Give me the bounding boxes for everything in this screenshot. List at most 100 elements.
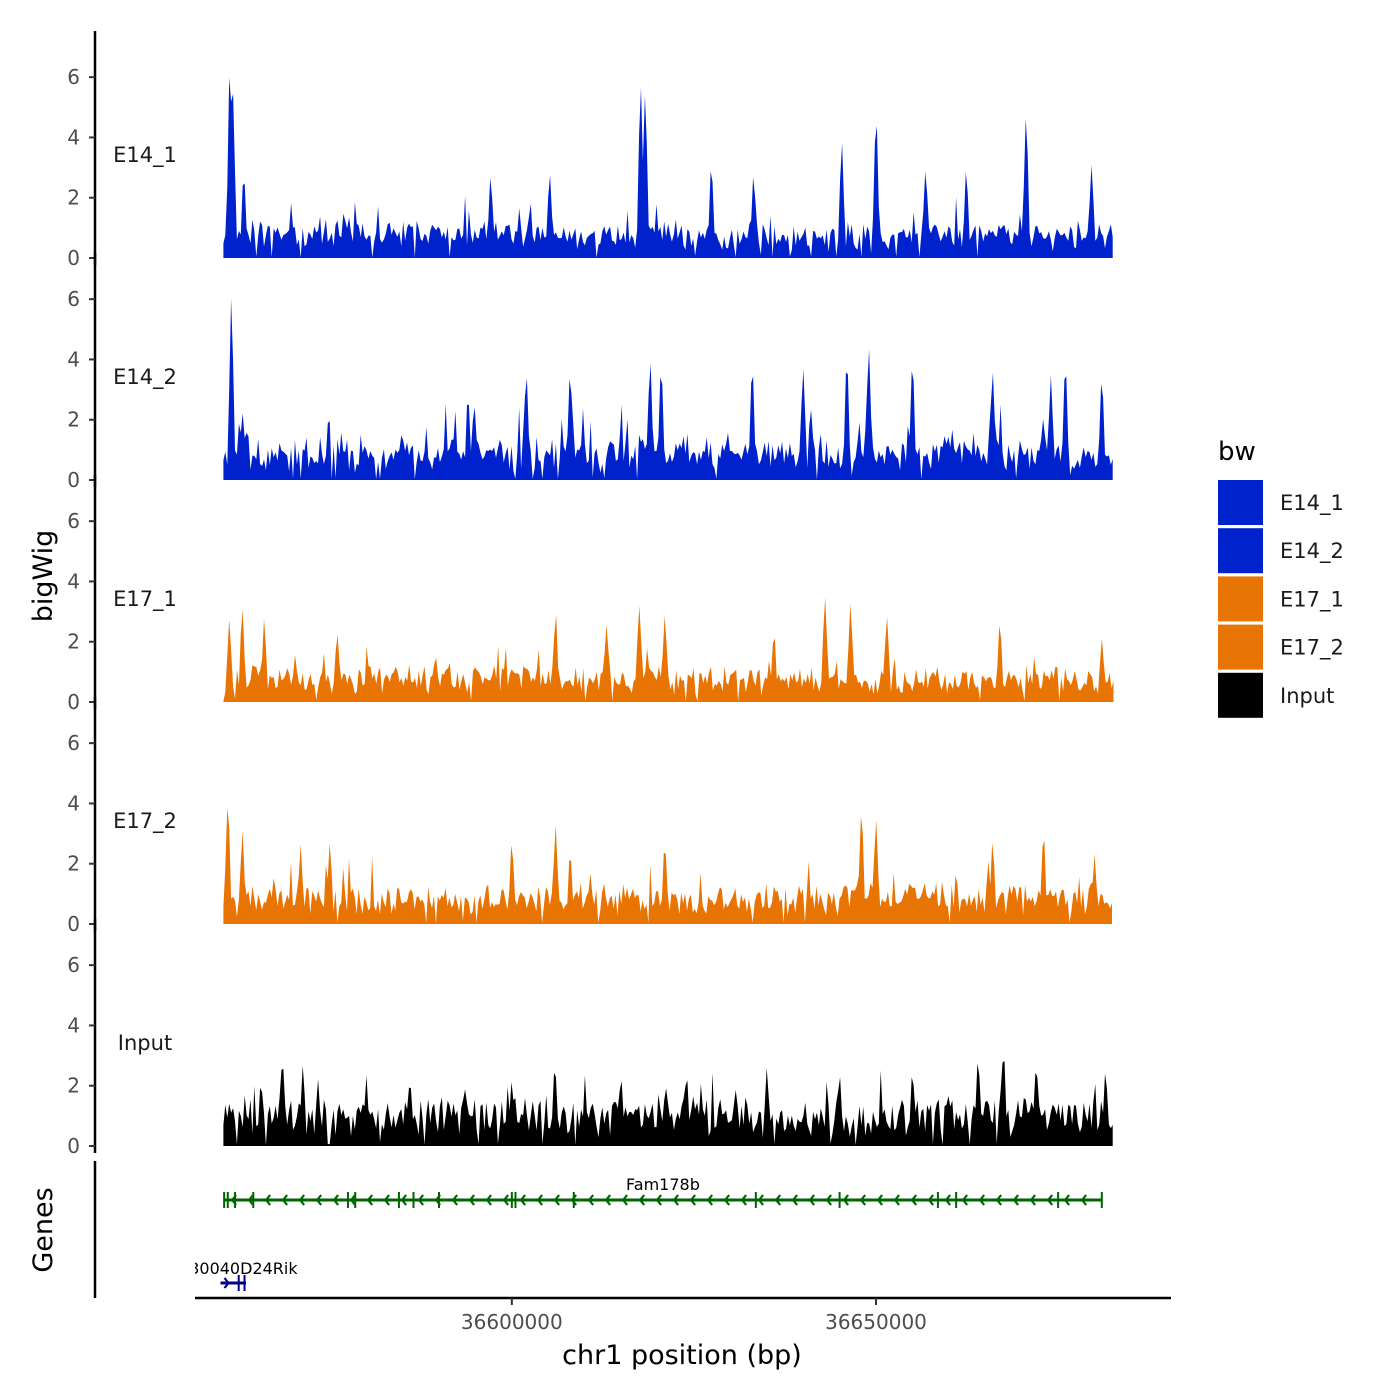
x-tick-label: 36650000 (825, 1310, 927, 1334)
x-tick-label: 36600000 (461, 1310, 563, 1334)
strand-chevron (740, 1194, 747, 1206)
signal-area (223, 298, 1113, 480)
y-tick-label: 4 (67, 125, 80, 149)
signal-area (223, 597, 1114, 702)
track-e17-2: 0 2 4 6 E17_2 (67, 697, 1112, 936)
strand-chevron (961, 1194, 968, 1206)
strand-chevron (366, 1194, 373, 1206)
y-tick-label: 6 (67, 731, 80, 755)
legend: bw E14_1 E14_2 E17_1 E17_2 Input (1218, 437, 1344, 718)
strand-chevron (859, 1194, 866, 1206)
strand-chevron (400, 1194, 407, 1206)
strand-chevron (264, 1194, 271, 1206)
strand-chevron (825, 1194, 832, 1206)
legend-title: bw (1218, 437, 1256, 467)
y-axis-title: bigWig (28, 530, 59, 623)
track-e14-2: 0 2 4 6 E14_2 (67, 253, 1113, 492)
track-label: Input (118, 1031, 172, 1055)
strand-chevron (910, 1194, 917, 1206)
y-tick-label: 2 (67, 1074, 80, 1098)
strand-chevron (757, 1194, 764, 1206)
strand-chevron (723, 1194, 730, 1206)
strand-chevron (298, 1194, 305, 1206)
y-tick-label: 6 (67, 287, 80, 311)
strand-chevron (570, 1194, 577, 1206)
strand-chevron (451, 1194, 458, 1206)
gene-annotation-track: Fam178b 4930040D24Rik (93, 1161, 1103, 1298)
legend-label: Input (1280, 684, 1334, 708)
y-tick-label: 0 (67, 246, 80, 270)
signal-tracks: 0 2 4 6 E14_1 0 2 4 6 E14_2 0 2 4 6 E17_1 0 2 4 6 E17_2 0 2 4 6… (67, 31, 1114, 1158)
strand-chevron (621, 1194, 628, 1206)
track-label: E17_2 (113, 809, 177, 834)
strand-chevron (536, 1194, 543, 1206)
track-e14-1: 0 2 4 6 E14_1 (67, 31, 1113, 270)
strand-chevron (1080, 1194, 1087, 1206)
strand-chevron (893, 1194, 900, 1206)
y-tick-label: 4 (67, 347, 80, 371)
strand-chevron (281, 1194, 288, 1206)
strand-chevron (1029, 1194, 1036, 1206)
strand-chevron (808, 1194, 815, 1206)
signal-area (223, 807, 1112, 924)
y-tick-label: 6 (67, 509, 80, 533)
gene-label: Fam178b (626, 1175, 700, 1194)
y-tick-label: 2 (67, 186, 80, 210)
gene-4930040d24rik: 4930040D24Rik (195, 1259, 298, 1291)
strand-chevron (978, 1194, 985, 1206)
strand-chevron (876, 1194, 883, 1206)
strand-chevron (1063, 1194, 1070, 1206)
y-tick-label: 4 (67, 1013, 80, 1037)
strand-chevron (502, 1194, 509, 1206)
strand-chevron (485, 1194, 492, 1206)
y-tick-label: 6 (67, 65, 80, 89)
y-tick-label: 2 (67, 852, 80, 876)
strand-chevron (927, 1194, 934, 1206)
legend-key (1218, 528, 1263, 574)
strand-chevron (774, 1194, 781, 1206)
track-label: E14_2 (113, 365, 177, 390)
y-tick-label: 6 (67, 953, 80, 977)
y-tick-label: 0 (67, 1134, 80, 1158)
legend-label: E17_1 (1280, 587, 1344, 612)
x-axis: 36600000 36650000 (195, 1296, 1171, 1334)
strand-chevron (842, 1194, 849, 1206)
strand-chevron (587, 1194, 594, 1206)
strand-chevron (706, 1194, 713, 1206)
x-axis-title: chr1 position (bp) (562, 1340, 802, 1371)
gene-fam178b: Fam178b (223, 1175, 1103, 1208)
track-label: E14_1 (113, 143, 177, 168)
y-tick-label: 4 (67, 569, 80, 593)
legend-label: E14_1 (1280, 491, 1344, 516)
y-tick-label: 2 (67, 408, 80, 432)
legend-label: E14_2 (1280, 539, 1344, 564)
strand-chevron (689, 1194, 696, 1206)
strand-chevron (655, 1194, 662, 1206)
strand-chevron (1012, 1194, 1019, 1206)
strand-chevron (519, 1194, 526, 1206)
strand-chevron (995, 1194, 1002, 1206)
strand-chevron (223, 1277, 230, 1289)
genes-axis-title: Genes (28, 1187, 59, 1272)
track-e17-1: 0 2 4 6 E17_1 (67, 475, 1114, 714)
genes-clip-group: Fam178b 4930040D24Rik (195, 1175, 1103, 1291)
y-tick-label: 4 (67, 791, 80, 815)
strand-chevron (332, 1194, 339, 1206)
signal-area (223, 1061, 1113, 1146)
legend-label: E17_2 (1280, 636, 1344, 661)
strand-chevron (604, 1194, 611, 1206)
signal-area (223, 77, 1113, 258)
legend-key (1218, 480, 1263, 525)
legend-key (1218, 672, 1263, 718)
strand-chevron (383, 1194, 390, 1206)
strand-chevron (247, 1194, 254, 1206)
strand-chevron (417, 1194, 424, 1206)
track-label: E17_1 (113, 587, 177, 612)
strand-chevron (553, 1194, 560, 1206)
strand-chevron (315, 1194, 322, 1206)
strand-chevron (1046, 1194, 1053, 1206)
strand-chevron (638, 1194, 645, 1206)
y-tick-label: 0 (67, 912, 80, 936)
strand-chevron (468, 1194, 475, 1206)
